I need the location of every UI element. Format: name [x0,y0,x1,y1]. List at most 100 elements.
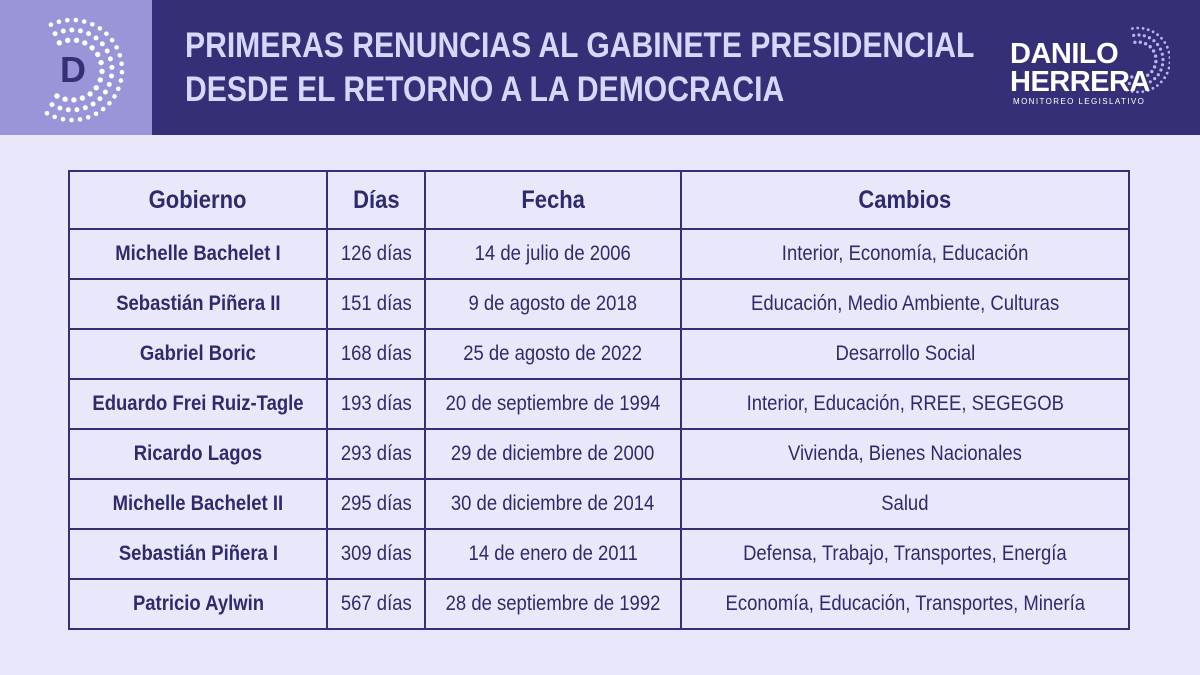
logo-dot [82,40,88,46]
logo-dot [89,45,95,51]
logo-dot [97,96,103,102]
logo-dot [1137,33,1141,37]
logo-dot [104,48,110,54]
logo-dot [1156,73,1160,77]
cell-cambios: Economía, Educación, Transportes, Minerí… [680,578,1130,630]
logo-dot [1147,36,1151,40]
logo-dot [1133,40,1137,44]
logo-dot [119,61,124,66]
logo-dot [119,69,125,75]
logo-dot [1168,61,1170,65]
logo-dot [1163,76,1166,80]
resignations-table: Gobierno Días Fecha Cambios Michelle Bac… [68,170,1130,630]
logo-dot [69,27,75,33]
logo-dot [1156,33,1159,37]
logo-dot [1146,89,1150,92]
logo-dot [1135,76,1139,80]
logo-dot [65,37,71,43]
brand-name-line-2: HERRERA [1010,66,1150,98]
cell-gobierno: Patricio Aylwin [68,578,328,630]
logo-dot [74,107,80,113]
logo-dot [93,85,99,91]
table-row: Eduardo Frei Ruiz-Tagle 193 días 20 de s… [68,378,1130,430]
logo-dot [1148,45,1152,49]
column-header-cambios: Cambios [680,170,1130,230]
cell-gobierno: Michelle Bachelet I [68,228,328,280]
logo: D [0,0,152,135]
logo-dot [106,81,112,87]
logo-dot [1152,39,1156,43]
header-banner: D PRIMERAS RENUNCIAS AL GABINETE PRESIDE… [0,0,1200,135]
logo-dot [117,53,123,58]
logo-dot [1150,69,1154,74]
logo-dot [86,31,92,37]
column-header-dias: Días [326,170,426,230]
logo-dot [57,105,63,111]
logo-dot [93,111,99,117]
logo-dot [65,107,71,113]
table-row: Ricardo Lagos 293 días 29 de diciembre d… [68,428,1130,480]
table-row: Sebastián Piñera I 309 días 14 de enero … [68,528,1130,580]
logo-dot [49,102,55,108]
logo-dot [1154,59,1158,64]
logo-dot [1141,75,1145,80]
table-header-row: Gobierno Días Fecha Cambios [68,170,1130,230]
table-row: Patricio Aylwin 567 días 28 de septiembr… [68,578,1130,630]
logo-dot [73,37,80,43]
logo-dot [1165,45,1169,49]
logo-dot [1160,36,1163,40]
logo-dot [1138,83,1142,87]
logo-dot [1156,42,1160,47]
logo-dot [1153,54,1158,58]
logo-dot [1130,75,1134,79]
logo-dot [1163,41,1167,44]
cell-dias: 295 días [326,478,426,530]
logo-dot [73,17,79,23]
cell-gobierno: Michelle Bachelet II [68,478,328,530]
logo-dot [1168,56,1170,59]
page-title: PRIMERAS RENUNCIAS AL GABINETE PRESIDENC… [185,24,974,112]
logo-dot [107,100,112,106]
logo-dot [1142,34,1146,38]
logo-dot [1151,86,1155,90]
logo-dot [1138,40,1142,44]
logo-dot [99,68,105,75]
cell-fecha: 30 de diciembre de 2014 [424,478,682,530]
logo-dot [93,35,99,41]
logo-dot [1141,90,1145,93]
logo-letter: D [60,49,86,90]
logo-dot [109,73,114,79]
logo-dot [56,40,62,46]
logo-dot [87,91,93,97]
logo-dot [1156,84,1159,87]
cell-dias: 309 días [326,528,426,580]
logo-dot [107,56,113,62]
logo-dot [1133,83,1137,87]
logo-dot [1151,30,1155,34]
logo-dot [52,114,57,120]
logo-dot [1143,42,1148,46]
logo-dot [69,117,74,123]
logo-dot [82,105,88,111]
logo-dot [60,28,66,34]
table-row: Gabriel Boric 168 días 25 de agosto de 2… [68,328,1130,380]
column-header-gobierno: Gobierno [68,170,328,230]
cell-cambios: Interior, Educación, RREE, SEGEGOB [680,378,1130,430]
logo-dot [98,59,104,66]
logo-dot [56,19,62,25]
column-header-fecha: Fecha [424,170,682,230]
logo-dot [1160,52,1164,56]
logo-dot [116,86,121,92]
logo-dot [54,93,60,99]
cell-dias: 126 días [326,228,426,280]
logo-dot [1161,57,1165,62]
logo-dot [1132,33,1136,37]
logo-dot [109,64,115,70]
cell-dias: 193 días [326,378,426,430]
cell-cambios: Vivienda, Bienes Nacionales [680,428,1130,480]
logo-dot [1152,65,1157,69]
logo-dot [97,26,103,31]
logo-dot [1146,73,1150,77]
logo-dot [1153,77,1157,81]
cell-gobierno: Ricardo Lagos [68,428,328,480]
